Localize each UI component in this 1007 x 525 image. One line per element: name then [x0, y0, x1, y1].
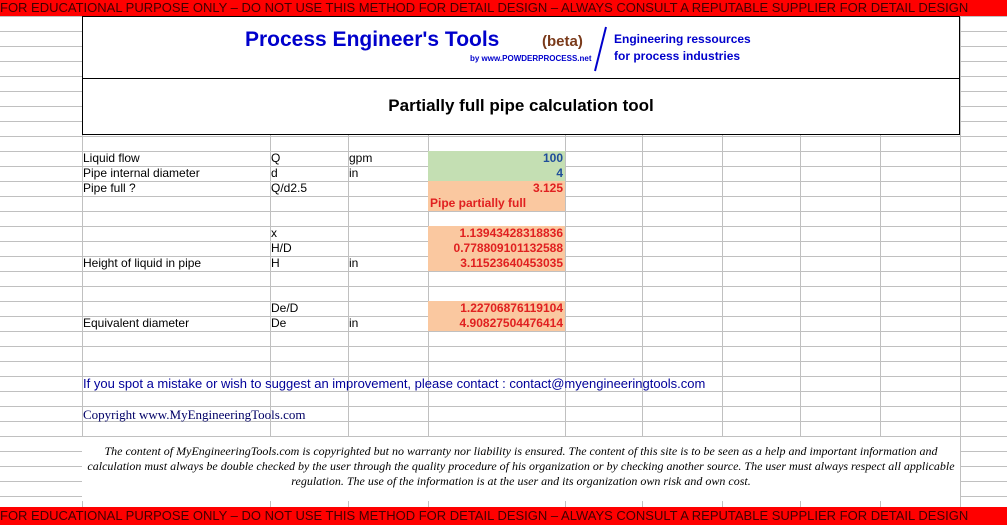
top-banner: FOR EDUCATIONAL PURPOSE ONLY – DO NOT US…: [0, 0, 1007, 16]
row-symbol: H: [271, 256, 280, 270]
row-label: Liquid flow: [83, 151, 140, 165]
row-label: Height of liquid in pipe: [83, 256, 202, 270]
row-symbol: De/D: [271, 301, 299, 315]
bottom-banner: FOR EDUCATIONAL PURPOSE ONLY – DO NOT US…: [0, 507, 1007, 525]
value-cell: 0.778809101132588: [428, 241, 565, 256]
header-title: Process Engineer's Tools: [245, 28, 500, 51]
row-symbol: H/D: [271, 241, 292, 255]
value-cell: 4: [428, 166, 565, 181]
tagline: for process industries: [614, 49, 741, 63]
beta: (beta): [542, 33, 583, 50]
row-unit: in: [349, 256, 359, 270]
disclaimer: The content of MyEngineeringTools.com is…: [87, 444, 955, 488]
row-unit: in: [349, 316, 359, 330]
value-cell: 3.11523640453035: [428, 256, 565, 271]
copyright: Copyright www.MyEngineeringTools.com: [83, 407, 306, 422]
row-symbol: Q/d2.5: [271, 181, 308, 195]
byline: by www.POWDERPROCESS.net: [470, 54, 592, 63]
row-unit: gpm: [349, 151, 373, 165]
row-label: Equivalent diameter: [83, 316, 190, 330]
header-box: [82, 16, 960, 135]
value-cell: 1.13943428318836: [428, 226, 565, 241]
contact: If you spot a mistake or wish to suggest…: [83, 376, 706, 391]
disclaimer-bg: [82, 437, 960, 501]
row-symbol: De: [271, 316, 287, 330]
value-cell: 3.125: [428, 181, 565, 196]
value-cell: 100: [428, 151, 565, 166]
value-cell: 1.22706876119104: [428, 301, 565, 316]
row-symbol: d: [271, 166, 278, 180]
value-cell: 4.90827504476414: [428, 316, 565, 331]
row-label: Pipe internal diameter: [83, 166, 200, 180]
row-label: Pipe full ?: [83, 181, 136, 195]
header-divider: [83, 78, 959, 79]
status-cell: Pipe partially full: [428, 196, 565, 211]
row-symbol: Q: [271, 151, 281, 165]
row-unit: in: [349, 166, 359, 180]
tagline: Engineering ressources: [614, 32, 751, 46]
row-symbol: x: [271, 226, 277, 240]
tool-title: Partially full pipe calculation tool: [388, 96, 654, 115]
slash: [594, 26, 607, 72]
